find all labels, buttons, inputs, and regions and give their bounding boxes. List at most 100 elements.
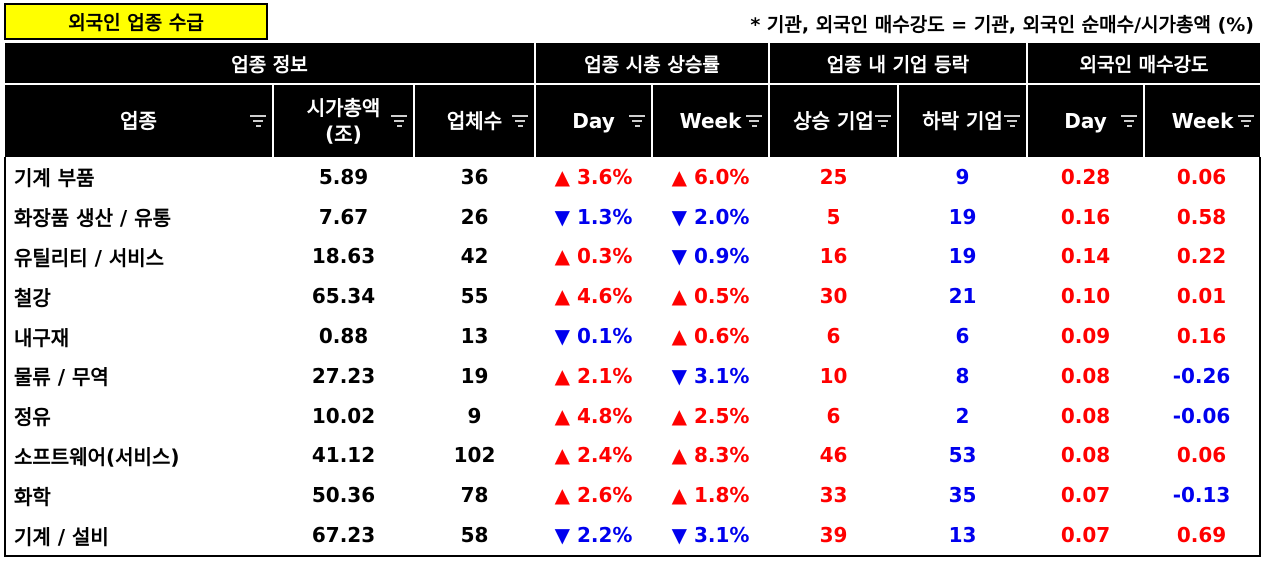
rising-companies-cell: 6 — [826, 403, 841, 428]
up-triangle-icon: ▲ — [554, 284, 570, 309]
company-count-cell: 78 — [460, 483, 489, 508]
mcap-week-change-value: 3.1% — [693, 523, 750, 548]
col-header-foreign-day: Day — [1027, 83, 1146, 157]
market-cap-cell: 27.23 — [311, 363, 376, 388]
down-triangle-icon: ▼ — [554, 523, 570, 548]
up-triangle-icon: ▲ — [554, 483, 570, 508]
up-triangle-icon: ▲ — [554, 403, 570, 428]
filter-dropdown-icon[interactable] — [629, 115, 646, 127]
filter-dropdown-icon[interactable] — [512, 115, 529, 127]
col-header-mcap-day: Day — [535, 83, 654, 157]
col-header-falling-companies: 하락 기업 — [898, 83, 1029, 157]
up-triangle-icon: ▲ — [554, 164, 570, 189]
foreign-week-strength: -0.13 — [1144, 475, 1262, 516]
mcap-week-change: ▼ 0.9% — [652, 237, 769, 277]
mcap-week-change: ▼ 3.1% — [652, 356, 769, 396]
mcap-week-change: ▲ 1.8% — [652, 475, 769, 515]
mcap-week-change: ▲ 0.5% — [652, 276, 769, 316]
rising-companies-cell: 33 — [819, 483, 848, 508]
up-triangle-icon: ▲ — [554, 443, 570, 468]
sector-name: 화학 — [4, 475, 273, 516]
mcap-day-change-value: 2.2% — [576, 523, 633, 548]
table-row: 정유 10.02 9 ▲ 4.8% ▲ 2.5% 6 2 0.08 -0.06 — [4, 395, 1262, 436]
up-triangle-icon: ▲ — [671, 403, 687, 428]
down-triangle-icon: ▼ — [554, 324, 570, 349]
group-header-sector-info: 업종 정보 — [5, 43, 537, 84]
rising-companies-cell: 25 — [819, 164, 848, 189]
market-cap-cell: 5.89 — [318, 164, 369, 189]
market-cap-cell: 67.23 — [273, 515, 414, 557]
foreign-week-strength: 0.06 — [1144, 157, 1262, 197]
rising-companies-cell: 5 — [826, 204, 841, 229]
mcap-day-change: ▲ 3.6% — [535, 157, 652, 197]
falling-companies-cell: 9 — [955, 164, 970, 189]
mcap-week-change-value: 6.0% — [693, 164, 750, 189]
foreign-day-strength: 0.09 — [1060, 324, 1111, 349]
table-row: 기계 부품 5.89 36 ▲ 3.6% ▲ 6.0% 25 9 0.28 0.06 — [4, 157, 1262, 197]
down-triangle-icon: ▼ — [671, 363, 687, 388]
filter-dropdown-icon[interactable] — [875, 115, 892, 127]
mcap-week-change: ▲ 0.6% — [652, 316, 769, 356]
mcap-day-change-value: 4.8% — [576, 403, 633, 428]
mcap-day-change: ▲ 4.6% — [535, 276, 652, 316]
filter-dropdown-icon[interactable] — [746, 115, 763, 127]
mcap-week-change-value: 8.3% — [693, 443, 750, 468]
company-count-cell: 58 — [414, 515, 536, 557]
foreign-week-strength: 0.58 — [1144, 196, 1262, 237]
sector-name: 소프트웨어(서비스) — [4, 435, 273, 476]
foreign-week-strength: 0.69 — [1144, 515, 1262, 557]
group-header-company-updown: 업종 내 기업 등락 — [769, 43, 1029, 84]
filter-dropdown-icon[interactable] — [250, 115, 266, 127]
filter-dropdown-icon[interactable] — [1004, 115, 1021, 127]
falling-companies-cell: 53 — [948, 443, 977, 468]
foreign-day-strength: 0.10 — [1060, 284, 1111, 309]
filter-dropdown-icon[interactable] — [391, 115, 407, 127]
company-count-cell: 9 — [467, 403, 482, 428]
down-triangle-icon: ▼ — [671, 523, 687, 548]
mcap-day-change: ▲ 2.4% — [535, 436, 652, 476]
mcap-day-change-value: 4.6% — [576, 284, 633, 309]
foreign-week-strength: 0.06 — [1144, 435, 1262, 476]
foreign-day-strength: 0.16 — [1060, 204, 1111, 229]
mcap-day-change: ▲ 2.1% — [535, 356, 652, 396]
col-header-sector-label: 업종 — [120, 109, 157, 133]
filter-dropdown-icon[interactable] — [1121, 115, 1138, 127]
market-cap-cell: 0.88 — [318, 324, 369, 349]
col-header-rising-companies-label: 상승 기업 — [793, 109, 874, 133]
falling-companies-cell: 6 — [955, 324, 970, 349]
falling-companies-cell: 35 — [948, 483, 977, 508]
foreign-week-strength: 0.01 — [1144, 276, 1262, 317]
col-header-company-count-label: 업체수 — [446, 109, 503, 133]
company-count-cell: 42 — [460, 244, 489, 269]
rising-companies-cell: 10 — [819, 363, 848, 388]
market-cap-cell: 50.36 — [311, 483, 376, 508]
mcap-week-change-value: 2.5% — [693, 403, 750, 428]
company-count-cell: 26 — [460, 204, 489, 229]
rising-companies-cell: 30 — [819, 284, 848, 309]
foreign-day-strength: 0.14 — [1060, 244, 1111, 269]
mcap-day-change-value: 2.4% — [576, 443, 633, 468]
mcap-day-change: ▼ 0.1% — [535, 316, 652, 356]
falling-companies-cell: 2 — [955, 403, 970, 428]
company-count-cell: 102 — [453, 443, 496, 468]
rising-companies-cell: 46 — [819, 443, 848, 468]
mcap-day-change: ▲ 2.6% — [535, 475, 652, 515]
group-header-foreign-strength: 외국인 매수강도 — [1027, 43, 1261, 84]
mcap-week-change-value: 1.8% — [693, 483, 750, 508]
sector-name: 물류 / 무역 — [4, 355, 273, 396]
mcap-day-change-value: 0.3% — [576, 244, 633, 269]
market-cap-cell: 18.63 — [311, 244, 376, 269]
foreign-week-strength: -0.26 — [1144, 355, 1262, 396]
col-header-foreign-day-label: Day — [1064, 109, 1107, 133]
foreign-week-strength: 0.22 — [1144, 236, 1262, 277]
filter-dropdown-icon[interactable] — [1238, 115, 1255, 127]
market-cap-cell: 7.67 — [318, 204, 369, 229]
col-header-foreign-week-label: Week — [1171, 109, 1234, 133]
mcap-week-change: ▲ 2.5% — [652, 396, 769, 436]
table-row: 소프트웨어(서비스) 41.12 102 ▲ 2.4% ▲ 8.3% 46 53 0.08 0.… — [4, 435, 1262, 476]
mcap-day-change: ▲ 4.8% — [535, 396, 652, 436]
sector-flow-table: 업종 정보 업종 시총 상승률 업종 내 기업 등락 외국인 매수강도 업종 시가… — [4, 43, 1262, 557]
mcap-day-change-value: 2.1% — [576, 363, 633, 388]
falling-companies-cell: 19 — [948, 204, 977, 229]
group-header-mcap-change: 업종 시총 상승률 — [535, 43, 771, 84]
